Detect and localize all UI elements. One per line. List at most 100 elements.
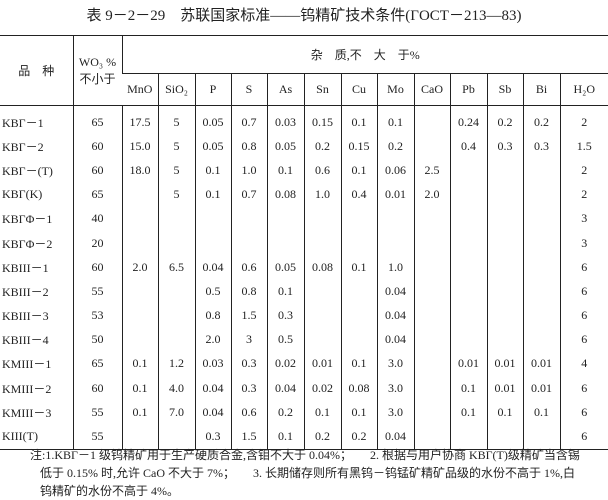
wo3-cell: 60 bbox=[72, 376, 122, 401]
impurity-cell: 0.15 bbox=[340, 134, 377, 159]
impurity-cell bbox=[413, 327, 450, 352]
impurity-cell bbox=[413, 255, 450, 280]
impurity-cell: 1.5 bbox=[230, 303, 267, 328]
impurity-cell: 0.1 bbox=[194, 182, 231, 207]
table-row: KMIII－3 55 0.1 7.0 0.04 0.6 0.2 0.1 0.1 3.0 0.1 0.1… bbox=[0, 400, 608, 425]
impurity-cell bbox=[449, 206, 487, 231]
impurity-cell: 0.04 bbox=[376, 279, 414, 304]
variety-cell: KBIII－1 bbox=[2, 260, 49, 275]
specification-table: 品 种 WO₃ % 不小于 杂 质,不 大 于% MnO SiO₂ P S As Sn Cu… bbox=[0, 35, 608, 450]
impurity-cell bbox=[413, 279, 450, 304]
impurity-cell: 1.0 bbox=[230, 158, 267, 183]
impurity-cell: 5 bbox=[157, 134, 195, 159]
impurity-cell bbox=[157, 303, 195, 328]
table-row: KBΓ－1 65 17.5 5 0.05 0.7 0.03 0.15 0.1 0.1 0.24 0.2… bbox=[0, 105, 608, 135]
impurity-cell: 3.0 bbox=[376, 351, 414, 377]
variety-cell: KBΓΦ－1 bbox=[2, 212, 53, 227]
variety-cell: KMIII－3 bbox=[2, 405, 52, 420]
impurity-cell: 0.4 bbox=[340, 182, 377, 207]
impurity-cell bbox=[340, 230, 377, 256]
impurity-cell: 0.02 bbox=[303, 376, 341, 401]
impurity-cell: 0.04 bbox=[266, 376, 304, 401]
impurity-cell: 0.01 bbox=[449, 351, 487, 377]
wo3-cell: 65 bbox=[72, 182, 122, 207]
header-wo3-line2: 不小于 bbox=[79, 71, 116, 86]
impurity-cell bbox=[266, 230, 304, 256]
wo3-cell: 65 bbox=[72, 105, 122, 135]
variety-cell: KBΓ－2 bbox=[2, 139, 44, 154]
impurity-cell: 0.05 bbox=[266, 134, 304, 159]
impurity-cell: 6.5 bbox=[157, 255, 195, 280]
impurity-cell: 1.2 bbox=[157, 351, 195, 377]
impurity-cell: 5 bbox=[157, 105, 195, 135]
impurity-cell: 0.03 bbox=[194, 351, 231, 377]
impurity-cell: 0.6 bbox=[230, 255, 267, 280]
impurity-cell bbox=[413, 105, 450, 135]
table-row: KBΓ(K) 65 5 0.1 0.7 0.08 1.0 0.4 0.01 2.0 2 bbox=[0, 182, 608, 207]
impurity-cell: 0.04 bbox=[194, 376, 231, 401]
impurity-cell: 0.04 bbox=[194, 400, 231, 425]
impurity-cell: 0.1 bbox=[449, 400, 487, 425]
column-header: CaO bbox=[413, 73, 450, 106]
wo3-cell: 60 bbox=[72, 134, 122, 159]
impurity-cell: 0.24 bbox=[449, 105, 487, 135]
impurity-cell bbox=[230, 206, 267, 231]
impurity-cell bbox=[486, 158, 523, 183]
wo3-cell: 55 bbox=[72, 424, 122, 450]
impurity-cell: 0.8 bbox=[230, 279, 267, 304]
table-row: KBΓ－2 60 15.0 5 0.05 0.8 0.05 0.2 0.15 0.2 0.4 0.3 0… bbox=[0, 134, 608, 159]
impurity-cell: 0.01 bbox=[303, 351, 341, 377]
impurity-cell bbox=[157, 424, 195, 450]
wo3-cell: 50 bbox=[72, 327, 122, 352]
impurity-cell bbox=[340, 303, 377, 328]
table-row: KMIII－1 65 0.1 1.2 0.03 0.3 0.02 0.01 0.1 3.0 0.01… bbox=[0, 351, 608, 377]
impurity-cell bbox=[413, 230, 450, 256]
impurity-cell: 0.4 bbox=[449, 134, 487, 159]
variety-cell: KBΓΦ－2 bbox=[2, 236, 53, 251]
impurity-cell: 6 bbox=[559, 303, 608, 328]
impurity-cell: 0.1 bbox=[376, 105, 414, 135]
impurity-cell: 5 bbox=[157, 182, 195, 207]
impurity-cell: 1.0 bbox=[303, 182, 341, 207]
impurity-cell bbox=[340, 279, 377, 304]
header-variety: 品 种 bbox=[0, 35, 73, 106]
table-row: KBΓΦ－1 40 3 bbox=[0, 206, 608, 231]
impurity-cell bbox=[340, 327, 377, 352]
column-header: Mo bbox=[376, 73, 414, 106]
column-header: Sn bbox=[303, 73, 341, 106]
impurity-cell bbox=[522, 255, 560, 280]
impurity-cell: 0.6 bbox=[230, 400, 267, 425]
impurity-cell bbox=[303, 230, 341, 256]
impurity-cell: 0.1 bbox=[522, 400, 560, 425]
impurity-cell: 0.1 bbox=[449, 376, 487, 401]
impurity-cell: 0.1 bbox=[340, 255, 377, 280]
impurity-cell bbox=[121, 230, 158, 256]
impurity-cell bbox=[449, 327, 487, 352]
variety-cell: KBΓ－(T) bbox=[2, 163, 53, 178]
impurity-cell bbox=[376, 230, 414, 256]
impurity-cell bbox=[449, 255, 487, 280]
impurity-cell: 0.1 bbox=[266, 279, 304, 304]
impurity-cell bbox=[486, 303, 523, 328]
impurity-cell: 0.04 bbox=[376, 303, 414, 328]
table-row: KBIII－2 55 0.5 0.8 0.1 0.04 6 bbox=[0, 279, 608, 304]
impurity-cell: 0.2 bbox=[340, 424, 377, 450]
table-row: KBIII－3 53 0.8 1.5 0.3 0.04 6 bbox=[0, 303, 608, 328]
impurity-cell bbox=[522, 206, 560, 231]
note-line: 注:1.KBΓ－1 级钨精矿用于生产硬质合金,含钼不大于 0.04%； 2. 根… bbox=[30, 448, 580, 462]
impurity-cell: 6 bbox=[559, 424, 608, 450]
impurity-cell: 0.6 bbox=[303, 158, 341, 183]
impurity-cell: 6 bbox=[559, 400, 608, 425]
column-header: P bbox=[194, 73, 231, 106]
impurity-cell: 3 bbox=[559, 230, 608, 256]
impurity-cell: 2.0 bbox=[121, 255, 158, 280]
impurity-cell bbox=[486, 182, 523, 207]
column-header: As bbox=[266, 73, 304, 106]
wo3-cell: 20 bbox=[72, 230, 122, 256]
impurity-cell bbox=[157, 279, 195, 304]
wo3-cell: 60 bbox=[72, 255, 122, 280]
impurity-cell bbox=[449, 303, 487, 328]
impurity-cell: 0.3 bbox=[194, 424, 231, 450]
impurity-cell: 0.08 bbox=[303, 255, 341, 280]
impurity-cell: 2 bbox=[559, 158, 608, 183]
